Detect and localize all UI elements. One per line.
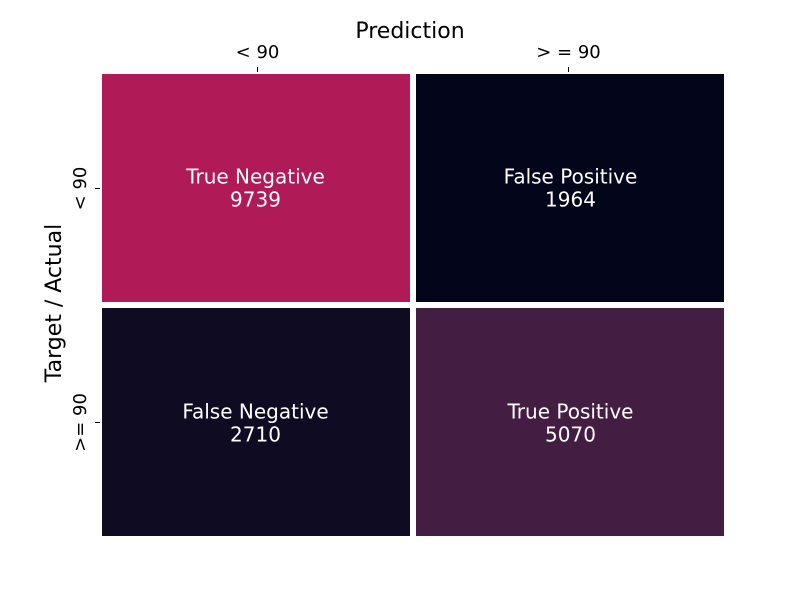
cell-value: 5070	[545, 423, 596, 447]
cell-label: False Positive	[504, 165, 638, 189]
heatmap-cell-rect	[102, 74, 410, 302]
y-tick-label: >= 90	[70, 393, 91, 452]
cell-value: 2710	[230, 423, 281, 447]
heatmap-cell-rect	[416, 308, 724, 536]
x-tick-label: < 90	[236, 42, 280, 63]
axis-ticks: < 90 > = 90 < 90 >= 90	[70, 42, 601, 452]
y-tick-label: < 90	[70, 167, 91, 211]
cell-label: False Negative	[182, 400, 328, 424]
cell-label: True Negative	[185, 165, 325, 189]
x-tick-label: > = 90	[536, 42, 601, 63]
cell-value: 9739	[230, 188, 281, 212]
heatmap-cell-rect	[416, 74, 724, 302]
cell-label: True Positive	[507, 400, 634, 424]
cell-value: 1964	[545, 188, 596, 212]
heatmap-cell-rect	[102, 308, 410, 536]
x-axis-title: Prediction	[355, 19, 464, 44]
y-axis-title: Target / Actual	[42, 224, 67, 383]
